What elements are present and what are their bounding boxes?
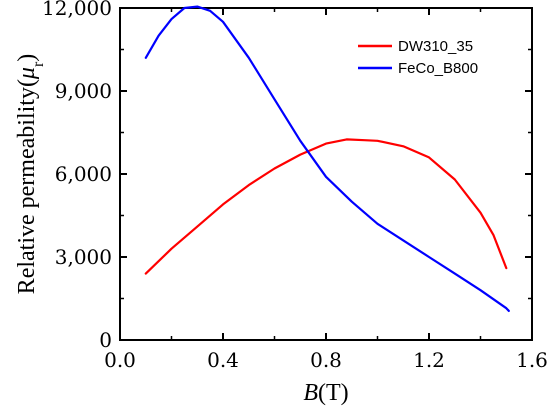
y-axis-title-close: ): [14, 54, 40, 62]
plot-frame: [119, 7, 533, 341]
legend: DW310_35 FeCo_B800: [358, 38, 478, 77]
legend-label: DW310_35: [398, 38, 473, 55]
x-axis-title: B(T): [303, 380, 348, 406]
series-line-feco-b800: [144, 5, 510, 312]
y-tick-label: 6,000: [55, 162, 112, 186]
x-axis-title-unit: (T): [318, 380, 349, 406]
series-line-dw310-35: [144, 138, 508, 275]
y-axis-title-subscript: r: [30, 61, 47, 67]
y-axis-title-symbol: μ: [14, 67, 40, 80]
series-layer: [144, 5, 510, 312]
y-axis-title: Relative permeability(μr): [14, 54, 47, 295]
x-tick-label: 1.6: [516, 348, 548, 372]
y-axis-ticks: 0 3,000 6,000 9,000 12,000: [42, 0, 532, 352]
x-tick-label: 0.4: [207, 348, 239, 372]
legend-label: FeCo_B800: [398, 60, 478, 77]
x-tick-label: 1.2: [413, 348, 445, 372]
x-tick-label: 0.0: [104, 348, 136, 372]
x-tick-label: 0.8: [310, 348, 342, 372]
y-tick-label: 12,000: [42, 0, 112, 20]
x-axis-ticks: 0.0 0.4 0.8 1.2 1.6: [104, 8, 548, 372]
x-axis-title-main: B: [303, 380, 318, 406]
y-axis-title-main: Relative permeability(: [14, 79, 40, 294]
y-tick-label: 3,000: [55, 245, 112, 269]
y-tick-label: 9,000: [55, 79, 112, 103]
y-tick-label: 0: [99, 328, 112, 352]
